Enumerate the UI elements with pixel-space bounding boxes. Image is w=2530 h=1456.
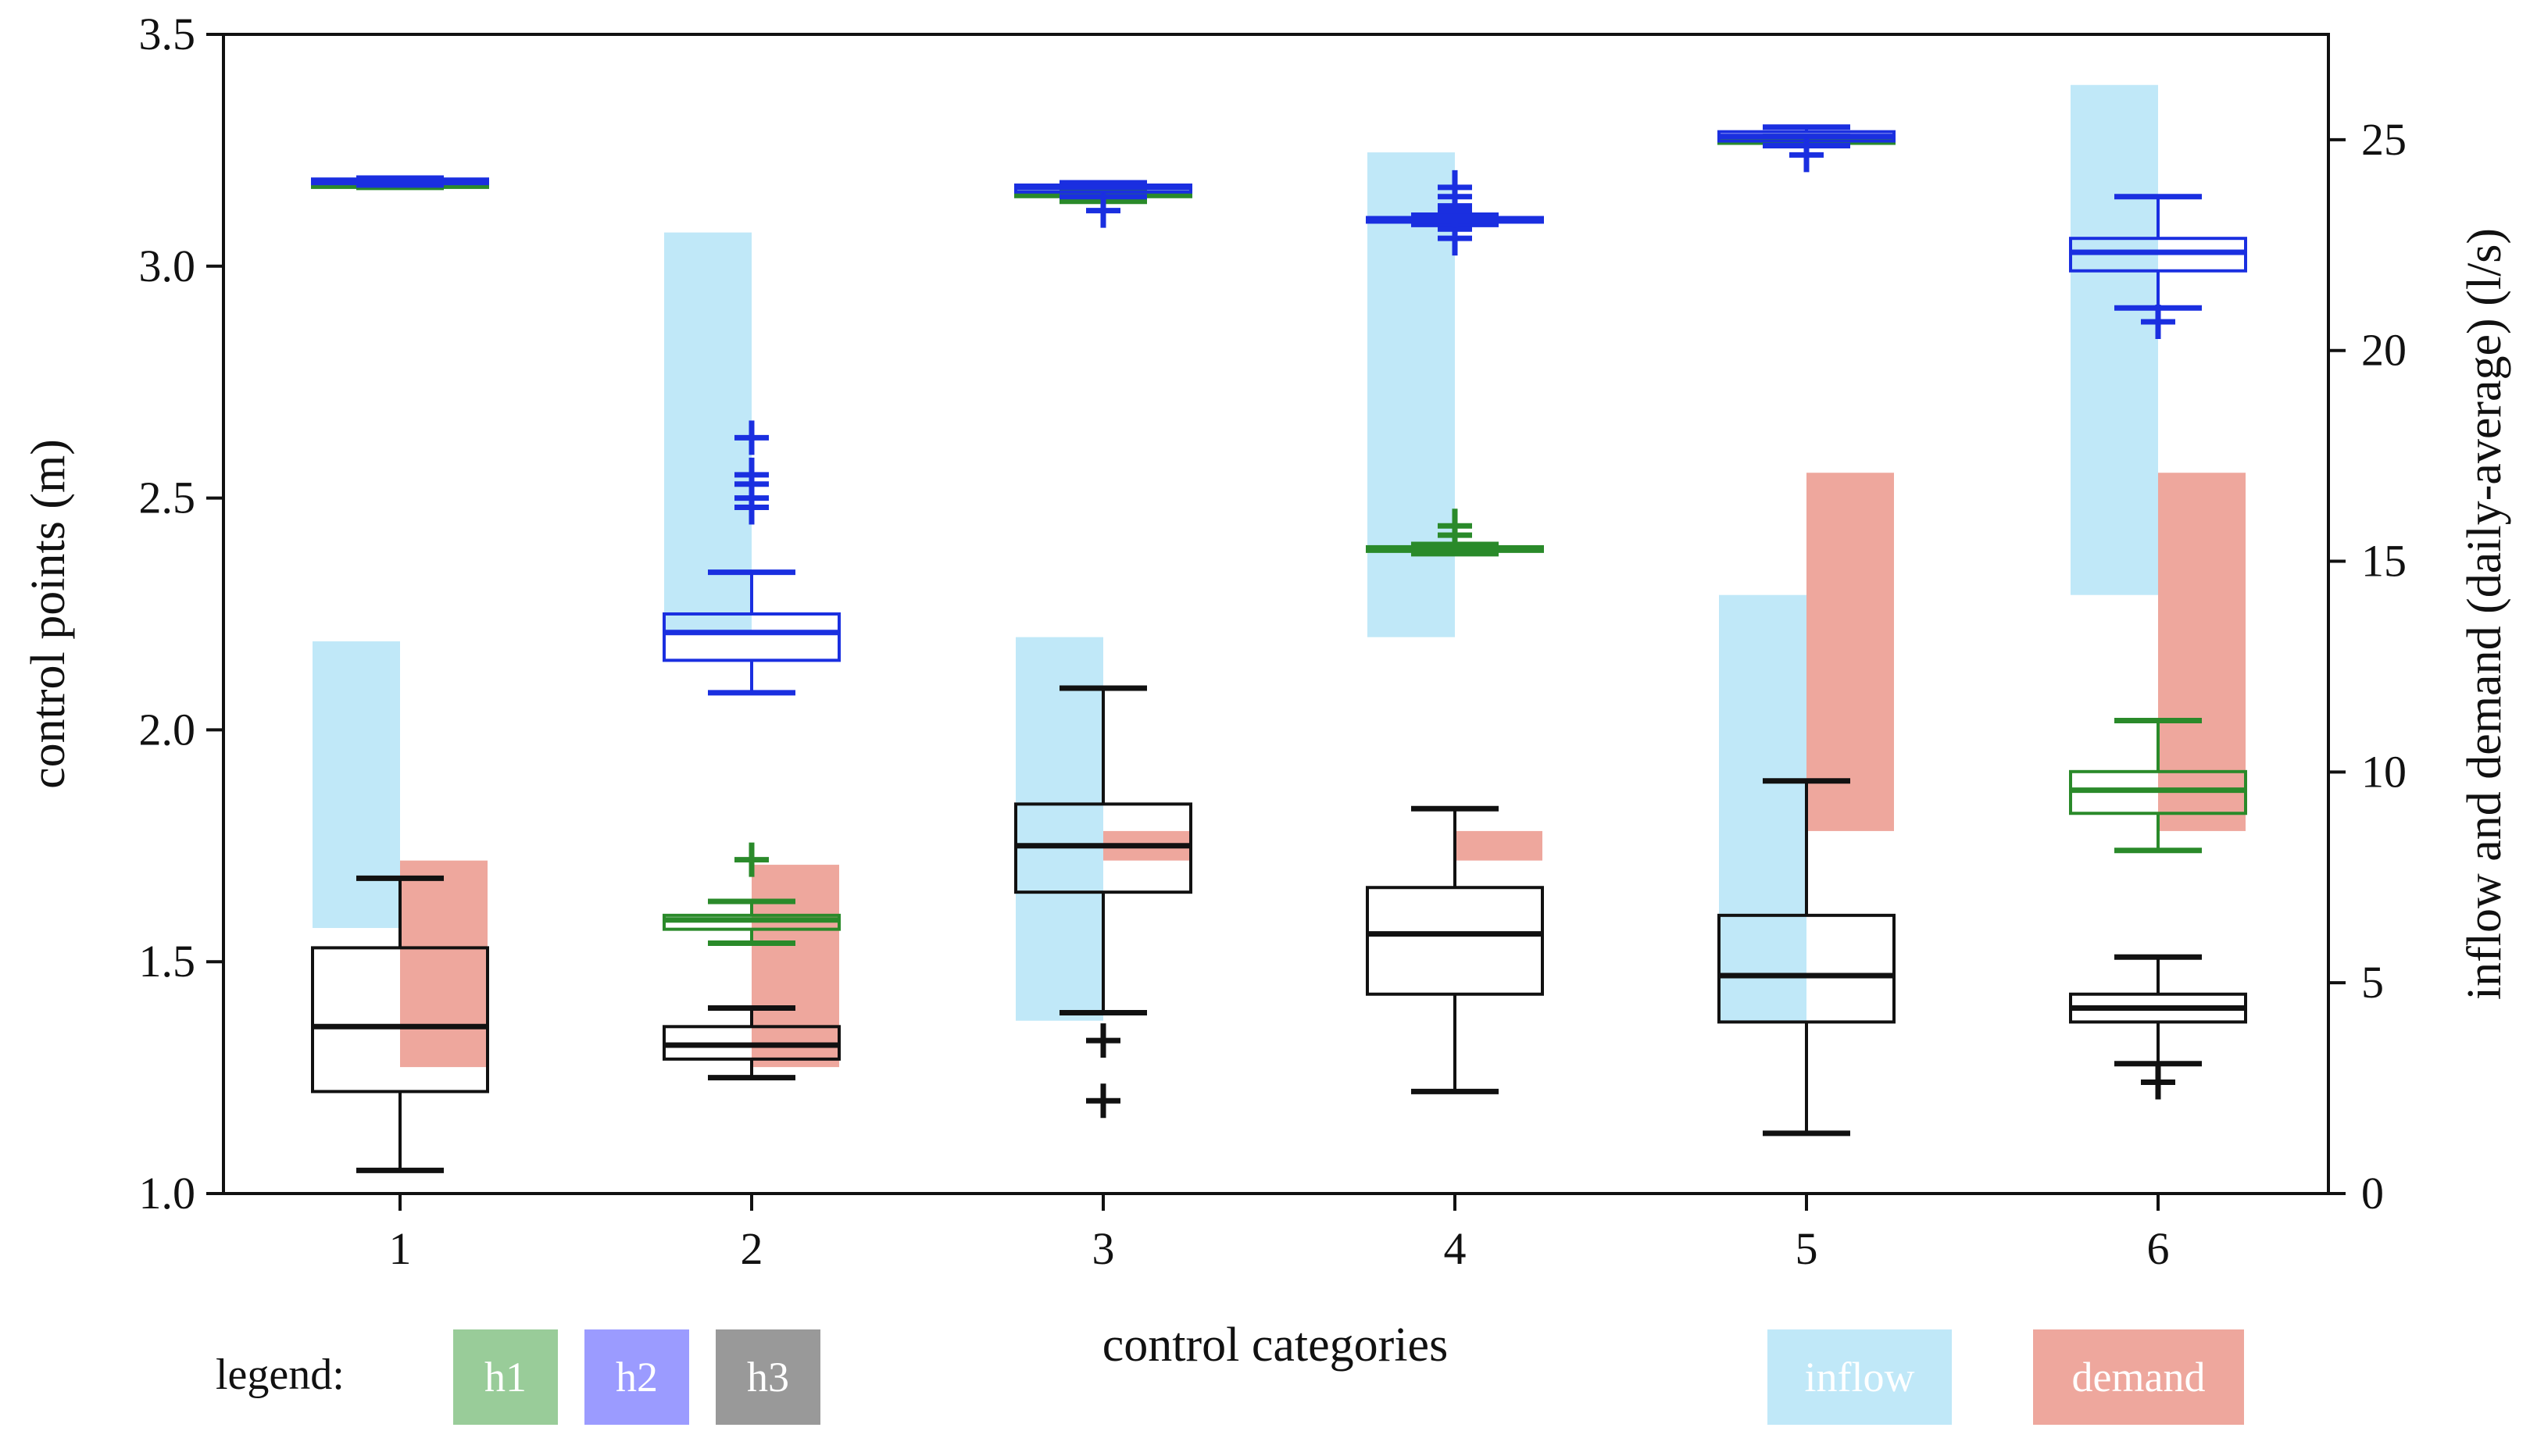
right-tick-label-20: 20 xyxy=(2361,325,2407,376)
x-tick-label-3: 3 xyxy=(1092,1223,1115,1274)
left-axis-title: control points (m) xyxy=(22,439,75,789)
legend-swatch-inflow xyxy=(1767,1329,1952,1425)
flier-h2-cat4-5 xyxy=(1438,170,1472,205)
right-tick-label-10: 10 xyxy=(2361,746,2407,797)
iqr-box-h3-cat5 xyxy=(1717,913,1896,1024)
inflow-range-5 xyxy=(1719,594,1806,1021)
box-h3-cat6 xyxy=(2069,954,2247,1100)
flier-h3-cat3-0 xyxy=(1086,1023,1120,1058)
flier-h2-cat5-0 xyxy=(1789,137,1824,173)
legend-item-h2: h2 xyxy=(584,1329,689,1425)
legend: h1 h2 h3 inflow demand xyxy=(453,1329,2244,1425)
demand-range-1 xyxy=(400,860,488,1068)
x-axis-title: control categories xyxy=(1102,1319,1448,1372)
flier-h1-cat4-1 xyxy=(1438,509,1472,544)
x-tick-label-5: 5 xyxy=(1796,1223,1818,1274)
left-tick-label-1.5: 1.5 xyxy=(139,936,196,987)
box-h3-cat1 xyxy=(311,875,489,1173)
right-axis-ticks: 0 5 10 15 20 25 xyxy=(2328,114,2407,1219)
box-h2-cat6 xyxy=(2069,194,2247,340)
legend-swatch-demand xyxy=(2033,1329,2244,1425)
box-h3-cat5 xyxy=(1717,778,1896,1137)
right-tick-label-0: 0 xyxy=(2361,1168,2384,1219)
x-tick-label-6: 6 xyxy=(2147,1223,2170,1274)
legend-item-h1: h1 xyxy=(453,1329,558,1425)
legend-text-inflow: inflow xyxy=(1805,1354,1915,1401)
box-h3-cat4 xyxy=(1366,805,1544,1094)
demand-range-6 xyxy=(2158,473,2246,831)
demand-range-4 xyxy=(1455,830,1542,861)
left-tick-label-2.0: 2.0 xyxy=(139,704,196,755)
flier-h3-cat6-0 xyxy=(2141,1065,2175,1100)
inflow-range-1 xyxy=(313,641,400,929)
legend-item-demand: demand xyxy=(2033,1329,2244,1425)
box-h1-cat6 xyxy=(2069,718,2247,854)
legend-item-inflow: inflow xyxy=(1767,1329,1952,1425)
legend-swatch-h3 xyxy=(716,1329,820,1425)
box-plots xyxy=(311,124,2247,1173)
legend-text-h1: h1 xyxy=(484,1354,527,1401)
x-axis-ticks: 1 2 3 4 5 6 xyxy=(389,1194,2170,1274)
left-tick-label-2.5: 2.5 xyxy=(139,473,196,523)
box-h2-cat4 xyxy=(1366,170,1544,256)
legend-item-h3: h3 xyxy=(716,1329,820,1425)
iqr-box-h3-cat4 xyxy=(1366,886,1544,996)
flier-h2-cat2-3 xyxy=(734,457,769,492)
box-h3-cat2 xyxy=(663,1005,841,1081)
x-tick-label-4: 4 xyxy=(1444,1223,1467,1274)
demand-range-5 xyxy=(1806,473,1894,831)
range-bars xyxy=(313,84,2246,1068)
flier-h2-cat2-4 xyxy=(734,420,769,455)
iqr-box-h3-cat1 xyxy=(311,946,489,1094)
box-h3-cat3 xyxy=(1014,685,1192,1119)
box-h2-cat5 xyxy=(1717,124,1896,173)
iqr-box-h2-cat2 xyxy=(663,612,841,662)
legend-swatch-h2 xyxy=(584,1329,689,1425)
box-h1-cat4 xyxy=(1366,509,1544,557)
flier-h3-cat3-1 xyxy=(1086,1083,1120,1119)
inflow-range-6 xyxy=(2071,84,2158,595)
inflow-range-3 xyxy=(1016,637,1103,1021)
x-tick-label-1: 1 xyxy=(389,1223,412,1274)
legend-text-h3: h3 xyxy=(747,1354,789,1401)
box-h2-cat1 xyxy=(311,175,489,188)
right-tick-label-15: 15 xyxy=(2361,536,2407,587)
left-tick-label-3.0: 3.0 xyxy=(139,241,196,291)
x-tick-label-2: 2 xyxy=(741,1223,763,1274)
flier-h2-cat6-0 xyxy=(2141,305,2175,340)
right-axis-title: inflow and demand (daily-average) (l/s) xyxy=(2458,228,2511,1000)
box-h1-cat2 xyxy=(663,842,841,946)
legend-text-demand: demand xyxy=(2072,1354,2206,1401)
box-h2-cat2 xyxy=(663,420,841,696)
left-tick-label-3.5: 3.5 xyxy=(139,9,196,59)
flier-h2-cat3-0 xyxy=(1086,193,1120,228)
right-tick-label-25: 25 xyxy=(2361,114,2407,165)
legend-swatch-h1 xyxy=(453,1329,558,1425)
plot-frame xyxy=(222,33,2330,1195)
right-tick-label-5: 5 xyxy=(2361,957,2384,1008)
left-tick-label-1.0: 1.0 xyxy=(139,1168,196,1219)
flier-h1-cat2-0 xyxy=(734,842,769,877)
left-axis-ticks: 1.0 1.5 2.0 2.5 3.0 3.5 xyxy=(139,9,223,1219)
demand-range-2 xyxy=(752,865,839,1068)
box-h2-cat3 xyxy=(1014,180,1192,228)
legend-text-h2: h2 xyxy=(616,1354,658,1401)
legend-label: legend: xyxy=(216,1351,345,1399)
inflow-range-2 xyxy=(664,232,752,633)
